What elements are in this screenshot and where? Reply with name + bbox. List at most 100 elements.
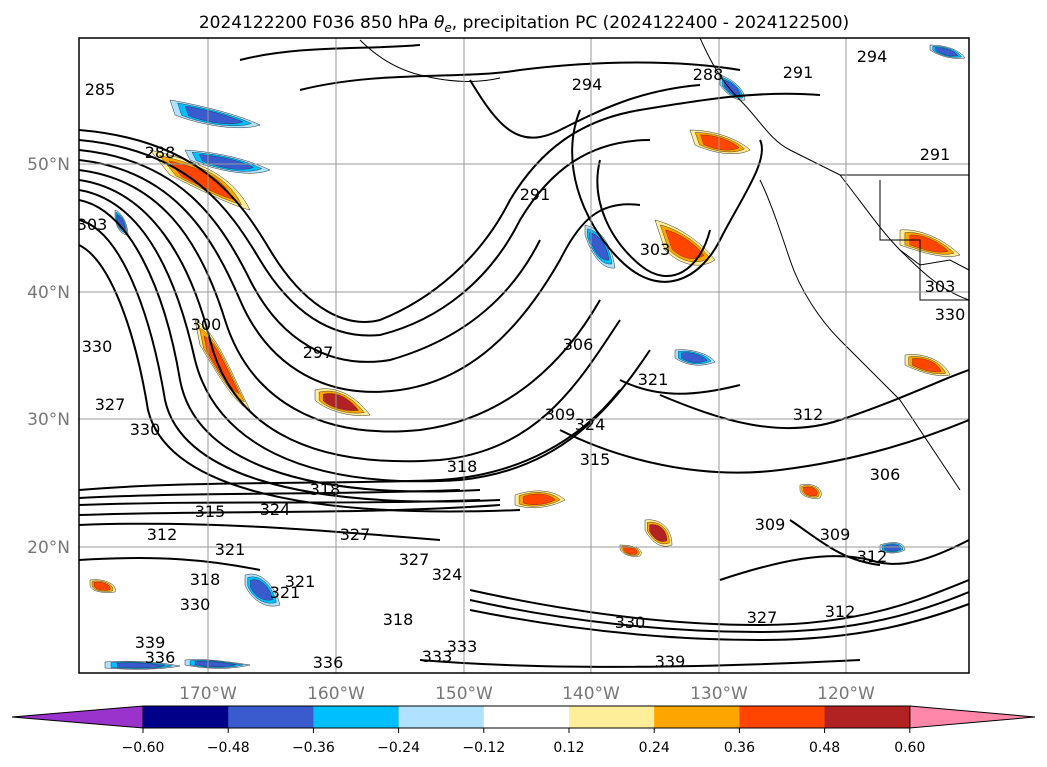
- colorbar-segment: [824, 706, 911, 728]
- contour-label: 300: [191, 315, 222, 334]
- contour-label: 318: [190, 570, 221, 589]
- precip-region: [803, 486, 818, 497]
- precip-region: [116, 662, 166, 669]
- coastline: [359, 39, 501, 82]
- precip-contour-fill: [681, 352, 708, 363]
- contour-line: [79, 199, 481, 493]
- contour-label: 309: [820, 525, 851, 544]
- contour-label: 336: [313, 653, 344, 672]
- contour-line: [559, 419, 969, 474]
- precip-region: [523, 493, 556, 505]
- contour-label: 330: [82, 337, 113, 356]
- longitude-label: 130°W: [690, 684, 748, 704]
- latitude-label: 50°N: [27, 155, 70, 175]
- precip-contour-fill: [909, 234, 949, 253]
- colorbar-extend-high: [909, 705, 1036, 729]
- contour-line: [419, 659, 861, 668]
- contour-label: 327: [340, 525, 371, 544]
- precip-region: [589, 232, 610, 261]
- precip-contour-fill: [250, 579, 273, 601]
- longitude-labels: 170°W 160°W 150°W 140°W 130°W 120°W: [179, 684, 875, 704]
- contour-line: [469, 591, 969, 634]
- precip-region: [912, 358, 942, 373]
- contour-line: [79, 149, 541, 363]
- contour-line: [79, 499, 481, 506]
- precip-region: [700, 134, 740, 151]
- title-subscript: e: [444, 21, 451, 35]
- figure-title: 2024122200 F036 850 hPa θe, precipitatio…: [199, 13, 849, 35]
- precip-region: [935, 47, 959, 57]
- contour-label: 288: [693, 65, 724, 84]
- precip-contour-fill: [700, 134, 740, 151]
- contour-line: [79, 139, 651, 337]
- contour-label: 285: [85, 80, 116, 99]
- contour-label: 339: [135, 633, 166, 652]
- precip-region: [250, 579, 273, 601]
- contour-line: [469, 79, 701, 139]
- title-symbol: θ: [434, 13, 445, 33]
- colorbar-segment: [739, 706, 826, 728]
- contour-label: 327: [95, 395, 126, 414]
- contour-line: [79, 489, 461, 499]
- contour-line: [469, 603, 969, 642]
- colorbar-label: −0.48: [207, 740, 250, 756]
- colorbar-label: −0.36: [292, 740, 335, 756]
- precip-contour-fill: [665, 229, 705, 259]
- contour-line: [79, 189, 651, 483]
- colorbar-extend-low: [11, 705, 144, 729]
- contour-label: 306: [563, 335, 594, 354]
- contour-line: [79, 159, 641, 393]
- contour-label: 321: [270, 583, 301, 602]
- contour-label: 309: [755, 515, 786, 534]
- colorbar-segment: [228, 706, 314, 728]
- contour-line: [79, 219, 501, 503]
- title-text: 2024122200 F036 850 hPa: [199, 13, 434, 33]
- colorbar-label: 0.24: [639, 740, 670, 756]
- contour-label: 315: [580, 450, 611, 469]
- precip-region: [681, 352, 708, 363]
- contour-label: 291: [520, 185, 551, 204]
- contour-label: 312: [147, 525, 178, 544]
- precip-region: [184, 105, 244, 124]
- contour-label: 330: [615, 613, 646, 632]
- contour-label: 291: [920, 145, 951, 164]
- latitude-label: 30°N: [27, 410, 70, 430]
- contour-line: [79, 244, 521, 513]
- contour-label: 327: [747, 608, 778, 627]
- contour-label: 321: [638, 370, 669, 389]
- contour-line: [299, 61, 741, 91]
- longitude-label: 120°W: [817, 684, 875, 704]
- longitude-label: 150°W: [435, 684, 493, 704]
- precip-contour-fill: [912, 358, 942, 373]
- colorbar-label: 0.12: [553, 740, 584, 756]
- colorbar-segment: [143, 706, 229, 728]
- colorbar-segment: [569, 706, 655, 728]
- graticule: [79, 38, 969, 673]
- longitude-label: 140°W: [562, 684, 620, 704]
- contour-label: 330: [935, 305, 966, 324]
- precip-region: [93, 581, 111, 591]
- map-background: [79, 38, 969, 673]
- colorbar-segment: [483, 706, 570, 728]
- contour-label: 330: [130, 420, 161, 439]
- precip-contour-fill: [589, 232, 610, 261]
- contour-line: [619, 379, 741, 395]
- colorbar-segment: [398, 706, 485, 728]
- longitude-label: 170°W: [179, 684, 237, 704]
- contour-line: [79, 504, 501, 516]
- contour-line: [719, 539, 969, 581]
- contour-line: [239, 44, 421, 61]
- precip-region: [649, 524, 667, 542]
- precip-contour-fill: [523, 493, 556, 505]
- map-frame: [78, 37, 970, 674]
- contour-label: 318: [383, 610, 414, 629]
- latitude-label: 40°N: [27, 283, 70, 303]
- contour-label: 309: [545, 405, 576, 424]
- contour-line: [79, 169, 601, 433]
- contour-label: 291: [783, 63, 814, 82]
- contour-label: 336: [145, 648, 176, 667]
- latitude-labels: 50°N 40°N 30°N 20°N: [27, 155, 70, 558]
- colorbar-label: −0.12: [462, 740, 505, 756]
- coastlines: [359, 38, 969, 491]
